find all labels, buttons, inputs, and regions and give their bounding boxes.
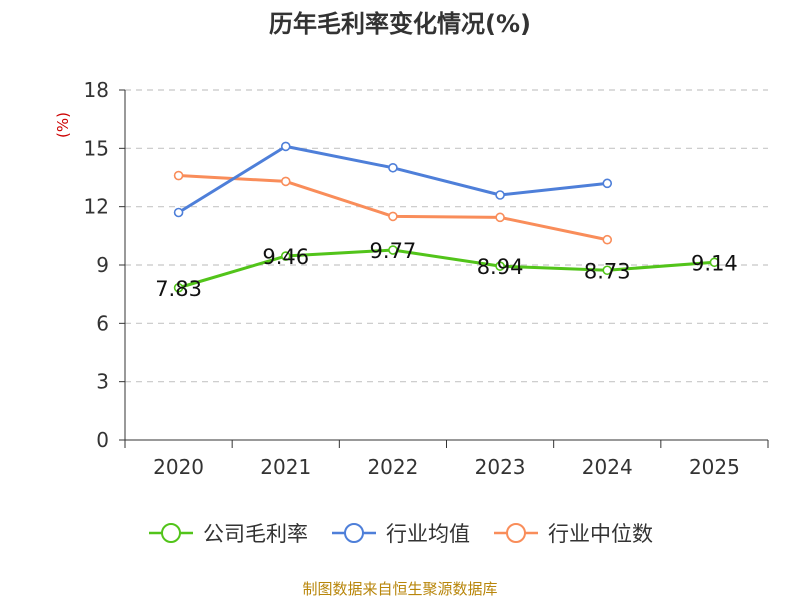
legend-item[interactable]: 行业中位数 xyxy=(492,518,653,548)
series-1 xyxy=(173,141,613,218)
legend-label: 公司毛利率 xyxy=(203,522,308,546)
series-2 xyxy=(173,170,613,245)
chart-title: 历年毛利率变化情况(%) xyxy=(269,10,531,38)
y-tick-label: 6 xyxy=(96,311,109,335)
x-tick-label: 2025 xyxy=(689,455,740,479)
legend-item[interactable]: 公司毛利率 xyxy=(147,518,308,548)
legend-item[interactable]: 行业均值 xyxy=(330,518,470,548)
data-point xyxy=(280,251,291,261)
data-label: 9.77 xyxy=(370,239,417,263)
x-tick-label: 2023 xyxy=(475,455,526,479)
data-point xyxy=(495,190,505,200)
y-tick-label: 12 xyxy=(84,195,109,219)
y-tick-label: 15 xyxy=(84,136,109,160)
y-tick-label: 9 xyxy=(96,253,109,277)
y-axis-label: (%) xyxy=(54,112,72,138)
legend: 公司毛利率 行业均值 行业中位数 xyxy=(0,518,800,548)
y-tick-label: 3 xyxy=(96,370,109,394)
legend-marker xyxy=(332,523,376,543)
legend-label: 行业中位数 xyxy=(548,522,653,546)
legend-marker xyxy=(494,523,538,543)
data-point xyxy=(388,162,398,173)
data-point xyxy=(602,178,613,189)
data-point xyxy=(495,212,505,223)
x-tick-label: 2020 xyxy=(153,455,204,479)
data-point xyxy=(495,261,505,271)
data-label: 8.73 xyxy=(584,259,631,283)
series-0: 7.83 9.46 9.77 8.94 8.73 9.14 xyxy=(155,239,738,301)
data-point xyxy=(280,176,291,187)
source-note: 制图数据来自恒生聚源数据库 xyxy=(302,580,498,598)
data-label: 7.83 xyxy=(155,277,202,301)
x-tick-label: 2024 xyxy=(582,455,633,479)
data-point xyxy=(388,211,398,222)
series-line xyxy=(178,248,715,290)
data-label: 9.46 xyxy=(262,245,309,269)
series-line xyxy=(178,174,608,242)
y-tick-label: 18 xyxy=(84,78,109,102)
data-point xyxy=(602,234,613,245)
x-tick-label: 2022 xyxy=(367,455,418,479)
y-tick-label: 0 xyxy=(96,428,109,452)
data-point xyxy=(602,265,613,276)
data-point xyxy=(173,282,184,293)
data-label: 8.94 xyxy=(477,255,524,279)
data-point xyxy=(173,207,184,218)
x-tick-label: 2021 xyxy=(260,455,311,479)
data-point xyxy=(173,170,184,181)
data-label: 9.14 xyxy=(691,251,738,275)
data-point xyxy=(388,245,398,255)
legend-label: 行业均值 xyxy=(386,522,470,546)
data-point xyxy=(280,141,291,152)
legend-marker xyxy=(149,523,193,543)
data-point xyxy=(709,257,720,268)
